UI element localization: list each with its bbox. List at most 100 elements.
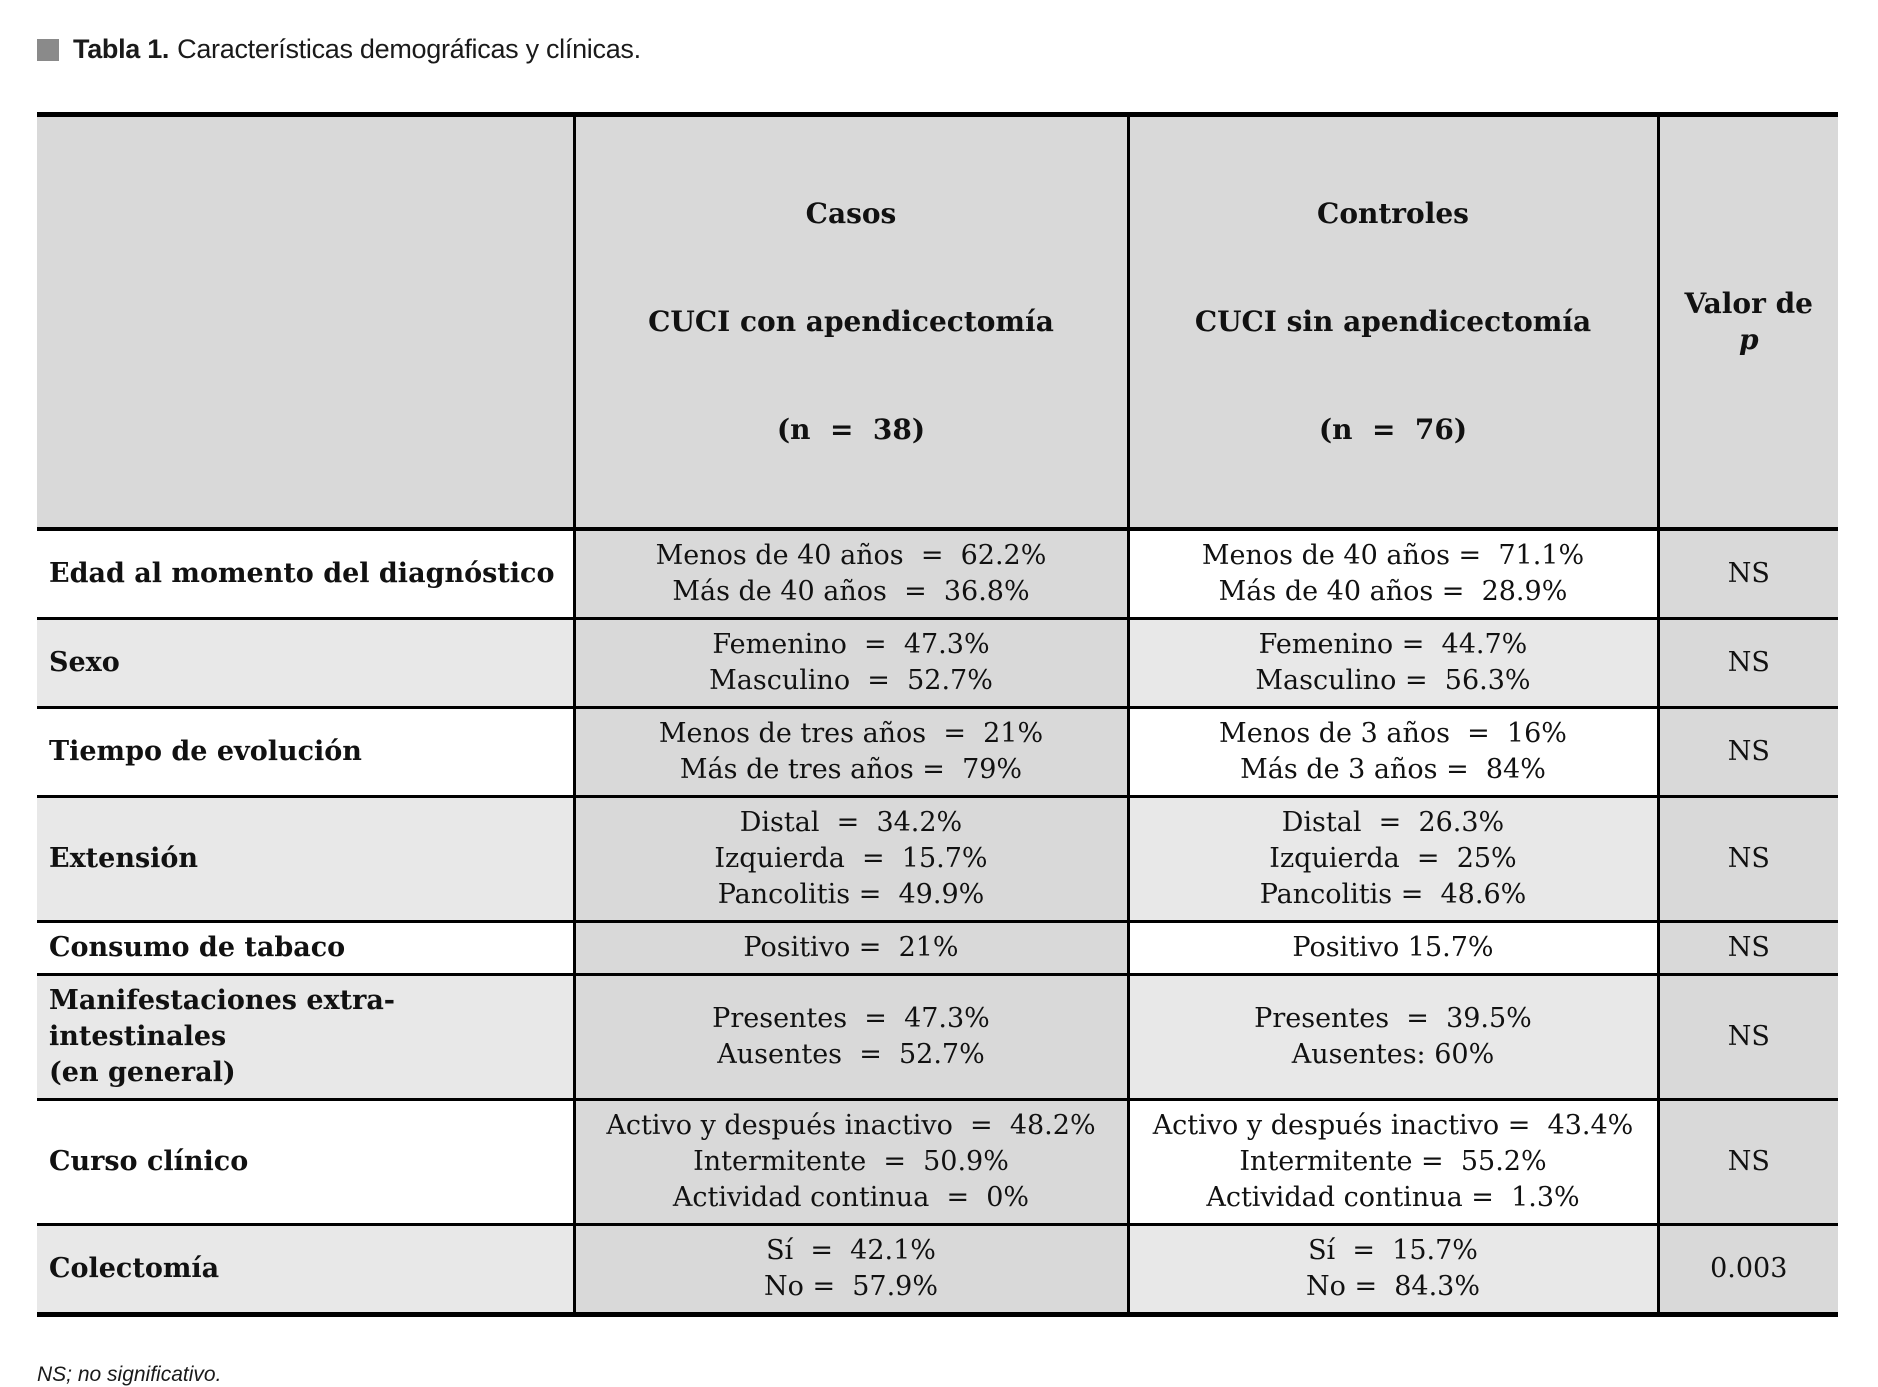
- row-label-cell: Curso clínico: [37, 1098, 574, 1225]
- p-value-cell: NS: [1656, 529, 1838, 619]
- cell-line: Actividad continua = 1.3%: [1206, 1182, 1580, 1213]
- controles-cell: Distal = 26.3% Izquierda = 25% Pancolitis …: [1126, 795, 1658, 922]
- header-controles-cell: Controles CUCI sin apendicectomía (n = 7…: [1126, 114, 1658, 531]
- cell-line: Activo y después inactivo = 48.2%: [606, 1110, 1096, 1141]
- cell-line: Menos de 40 años = 71.1%: [1201, 540, 1585, 571]
- cell-line: Presentes = 47.3%: [712, 1003, 990, 1034]
- header-controles-line3: (n = 76): [1318, 413, 1468, 446]
- header-casos-line3: (n = 38): [776, 413, 926, 446]
- cell-line: Curso clínico: [49, 1146, 249, 1177]
- table-row: Tiempo de evolución Menos de tres años = …: [37, 706, 1838, 797]
- controles-cell: Positivo 15.7%: [1126, 920, 1658, 975]
- demographics-table: Casos CUCI con apendicectomía (n = 38) C…: [37, 112, 1838, 1317]
- cell-line: Consumo de tabaco: [49, 932, 346, 963]
- cell-line: (en general): [49, 1057, 236, 1088]
- controles-cell: Menos de 3 años = 16% Más de 3 años = 84%: [1126, 706, 1658, 797]
- cell-line: Femenino = 47.3%: [712, 629, 990, 660]
- table-row: Consumo de tabaco Positivo = 21% Positivo …: [37, 920, 1838, 975]
- casos-cell: Presentes = 47.3% Ausentes = 52.7%: [572, 973, 1128, 1100]
- cell-line: NS: [1727, 736, 1770, 767]
- row-label-cell: Manifestaciones extra-intestinales (en ge…: [37, 973, 574, 1100]
- casos-cell: Menos de 40 años = 62.2% Más de 40 años =…: [572, 529, 1128, 619]
- cell-line: Menos de tres años = 21%: [658, 718, 1044, 749]
- row-label-cell: Extensión: [37, 795, 574, 922]
- table-row: Manifestaciones extra-intestinales (en ge…: [37, 973, 1838, 1100]
- cell-line: Sí = 42.1%: [766, 1235, 936, 1266]
- header-pvalue-symbol: p: [1738, 323, 1759, 356]
- header-controles-line1: Controles: [1317, 197, 1469, 230]
- cell-line: Pancolitis = 49.9%: [717, 879, 985, 910]
- casos-cell: Positivo = 21%: [572, 920, 1128, 975]
- controles-cell: Sí = 15.7% No = 84.3%: [1126, 1223, 1658, 1315]
- cell-line: No = 84.3%: [1305, 1271, 1481, 1302]
- cell-line: Positivo = 21%: [743, 932, 959, 963]
- row-label-cell: Consumo de tabaco: [37, 920, 574, 975]
- cell-line: Extensión: [49, 843, 199, 874]
- header-casos-line1: Casos: [805, 197, 897, 230]
- casos-cell: Menos de tres años = 21% Más de tres años…: [572, 706, 1128, 797]
- cell-line: Activo y después inactivo = 43.4%: [1152, 1110, 1634, 1141]
- table-row: Curso clínico Activo y después inactivo =…: [37, 1098, 1838, 1225]
- cell-line: NS: [1727, 1021, 1770, 1052]
- cell-line: No = 57.9%: [763, 1271, 939, 1302]
- cell-line: Edad al momento del diagnóstico: [49, 558, 555, 589]
- cell-line: Distal = 34.2%: [739, 807, 963, 838]
- cell-line: Manifestaciones extra-intestinales: [49, 985, 396, 1052]
- casos-cell: Sí = 42.1% No = 57.9%: [572, 1223, 1128, 1315]
- table-marker-icon: [37, 38, 59, 61]
- cell-line: Intermitente = 55.2%: [1239, 1146, 1547, 1177]
- table-footnote: NS; no significativo.: [37, 1363, 222, 1386]
- cell-line: Más de 40 años = 36.8%: [672, 576, 1030, 607]
- p-value-cell: 0.003: [1656, 1223, 1838, 1315]
- header-pvalue-label: Valor de: [1684, 287, 1823, 320]
- cell-line: Izquierda = 25%: [1269, 843, 1517, 874]
- p-value-cell: NS: [1656, 920, 1838, 975]
- row-label-cell: Sexo: [37, 617, 574, 708]
- cell-line: Izquierda = 15.7%: [714, 843, 988, 874]
- table-row: Extensión Distal = 34.2% Izquierda = 15.7%…: [37, 795, 1838, 922]
- header-casos-line2: CUCI con apendicectomía: [648, 305, 1054, 338]
- header-pvalue-cell: Valor de p: [1656, 114, 1838, 531]
- cell-line: Ausentes: 60%: [1291, 1039, 1495, 1070]
- cell-line: Distal = 26.3%: [1281, 807, 1505, 838]
- p-value-cell: NS: [1656, 795, 1838, 922]
- header-row: Casos CUCI con apendicectomía (n = 38) C…: [37, 114, 1838, 531]
- controles-cell: Presentes = 39.5% Ausentes: 60%: [1126, 973, 1658, 1100]
- cell-line: Masculino = 56.3%: [1255, 665, 1531, 696]
- cell-line: Sexo: [49, 647, 120, 678]
- cell-line: Menos de 40 años = 62.2%: [655, 540, 1047, 571]
- table-caption-text: Características demográficas y clínicas.: [177, 34, 641, 64]
- cell-line: Menos de 3 años = 16%: [1219, 718, 1567, 749]
- cell-line: NS: [1727, 647, 1770, 678]
- row-label-cell: Edad al momento del diagnóstico: [37, 529, 574, 619]
- cell-line: Tiempo de evolución: [49, 736, 362, 767]
- cell-line: Más de tres años = 79%: [679, 754, 1023, 785]
- controles-cell: Activo y después inactivo = 43.4% Intermi…: [1126, 1098, 1658, 1225]
- cell-line: Actividad continua = 0%: [672, 1182, 1030, 1213]
- cell-line: Más de 3 años = 84%: [1240, 754, 1546, 785]
- cell-line: Presentes = 39.5%: [1254, 1003, 1532, 1034]
- cell-line: NS: [1727, 1146, 1770, 1177]
- table-row: Edad al momento del diagnóstico Menos de …: [37, 529, 1838, 619]
- header-casos-cell: Casos CUCI con apendicectomía (n = 38): [572, 114, 1128, 531]
- cell-line: Más de 40 años = 28.9%: [1218, 576, 1568, 607]
- casos-cell: Activo y después inactivo = 48.2% Intermi…: [572, 1098, 1128, 1225]
- cell-line: NS: [1727, 932, 1770, 963]
- table-caption-prefix: Tabla 1.: [73, 34, 170, 64]
- controles-cell: Menos de 40 años = 71.1% Más de 40 años =…: [1126, 529, 1658, 619]
- table-row: Colectomía Sí = 42.1% No = 57.9% Sí = 15.7%…: [37, 1223, 1838, 1315]
- controles-cell: Femenino = 44.7% Masculino = 56.3%: [1126, 617, 1658, 708]
- cell-line: Intermitente = 50.9%: [693, 1146, 1009, 1177]
- cell-line: Masculino = 52.7%: [709, 665, 993, 696]
- p-value-cell: NS: [1656, 617, 1838, 708]
- table-body: Edad al momento del diagnóstico Menos de …: [37, 529, 1838, 1315]
- cell-line: Colectomía: [49, 1253, 220, 1284]
- cell-line: Positivo 15.7%: [1292, 932, 1494, 963]
- cell-line: Sí = 15.7%: [1308, 1235, 1478, 1266]
- cell-line: Pancolitis = 48.6%: [1259, 879, 1527, 910]
- cell-line: Ausentes = 52.7%: [717, 1039, 985, 1070]
- casos-cell: Femenino = 47.3% Masculino = 52.7%: [572, 617, 1128, 708]
- p-value-cell: NS: [1656, 706, 1838, 797]
- header-controles-line2: CUCI sin apendicectomía: [1194, 305, 1592, 338]
